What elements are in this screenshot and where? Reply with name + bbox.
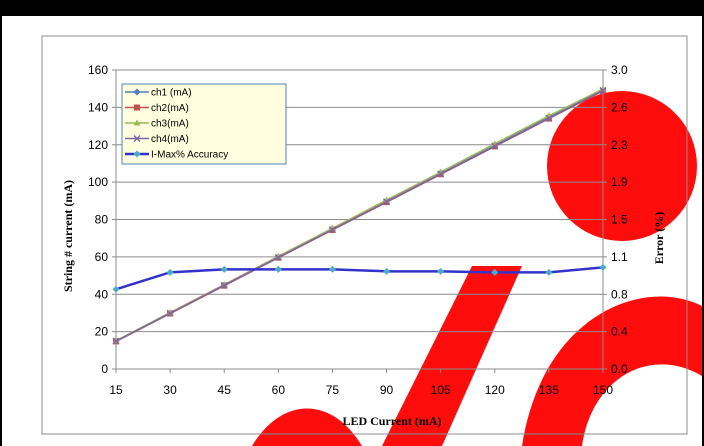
y2-tick-label: 1.1	[611, 250, 628, 264]
x-tick-label: 60	[272, 383, 286, 397]
x-tick-label: 150	[593, 383, 613, 397]
y2-axis-title: Error (%)	[652, 212, 666, 265]
y-tick-label: 0	[101, 362, 108, 376]
data-point	[383, 267, 391, 275]
series-ch4-ma-	[112, 86, 607, 345]
x-axis-title: LED Current (mA)	[342, 414, 441, 428]
data-point	[133, 150, 141, 158]
data-point	[328, 265, 336, 273]
y-tick-label: 100	[88, 175, 108, 189]
data-point	[437, 170, 445, 178]
legend-entry: ch3(mA)	[125, 119, 189, 130]
data-point	[112, 337, 120, 345]
data-point	[112, 285, 120, 293]
series-i-max-accuracy	[112, 263, 607, 293]
legend-entry: I-Max% Accuracy	[125, 150, 228, 161]
x-tick-label: 90	[380, 383, 394, 397]
data-point	[599, 86, 607, 94]
data-point	[133, 135, 141, 142]
legend-entry: ch4(mA)	[125, 134, 189, 145]
y2-tick-label: 0.0	[611, 362, 628, 376]
chart-area-border	[41, 35, 688, 435]
data-point-stroke	[166, 309, 174, 317]
legend-box	[121, 83, 287, 165]
data-point-stroke	[328, 226, 336, 234]
data-point	[220, 265, 228, 273]
data-point-stroke	[383, 198, 391, 206]
y2-tick-label: 1.5	[611, 213, 628, 227]
data-point-stroke	[274, 253, 282, 261]
legend-label: ch3(mA)	[151, 119, 189, 130]
x-tick-label: 105	[431, 383, 451, 397]
x-tick-label: 30	[163, 383, 177, 397]
watermark-shape	[252, 408, 362, 446]
data-point-stroke	[133, 135, 141, 142]
y2-tick-label: 0.8	[611, 287, 628, 301]
data-point-stroke	[491, 142, 499, 150]
data-point	[133, 119, 141, 126]
x-tick-label: 15	[109, 383, 123, 397]
legend-label: I-Max% Accuracy	[151, 150, 228, 161]
watermark-shape	[547, 91, 697, 241]
data-point-stroke	[220, 281, 228, 289]
y-axis-title: String # current (mA)	[61, 180, 75, 292]
y-tick-label: 80	[95, 213, 109, 227]
watermark-shape	[522, 296, 702, 446]
y2-tick-label: 0.4	[611, 325, 628, 339]
data-point	[545, 114, 553, 122]
y2-tick-label: 1.9	[611, 175, 628, 189]
y-tick-label: 40	[95, 287, 109, 301]
legend-entry: ch1 (mA)	[125, 88, 192, 99]
watermark	[252, 91, 702, 446]
data-point	[599, 85, 607, 92]
y2-tick-label: 2.3	[611, 138, 628, 152]
y-tick-label: 20	[95, 325, 109, 339]
data-point	[134, 104, 140, 111]
data-point	[491, 268, 499, 276]
y-tick-label: 60	[95, 250, 109, 264]
data-point	[274, 265, 282, 273]
y2-tick-label: 3.0	[611, 63, 628, 77]
chart-svg: 0 20 40 60 80 100 120 140 160 0.0 0.4 0.8 1.1 1.5 1.9 2…	[41, 35, 702, 446]
x-tick-label: 45	[218, 383, 232, 397]
data-point	[491, 142, 499, 150]
y-tick-label: 120	[88, 138, 108, 152]
y-tick-label: 140	[88, 100, 108, 114]
data-point	[220, 281, 228, 289]
axes	[112, 69, 607, 373]
chart-frame: 0 20 40 60 80 100 120 140 160 0.0 0.4 0.8 1.1 1.5 1.9 2…	[2, 16, 702, 446]
data-point-stroke	[545, 114, 553, 122]
data-point	[166, 268, 174, 276]
data-point	[274, 253, 282, 261]
data-point	[599, 263, 607, 271]
data-point	[166, 309, 174, 317]
legend-entry: ch2(mA)	[125, 103, 189, 114]
data-point	[545, 268, 553, 276]
data-point-stroke	[112, 337, 120, 345]
x-tick-label: 120	[485, 383, 505, 397]
series-group	[112, 85, 607, 345]
data-point-stroke	[599, 86, 607, 94]
legend-label: ch2(mA)	[151, 103, 189, 114]
data-point	[437, 267, 445, 275]
series-line	[115, 266, 604, 291]
x-tick-label: 135	[539, 383, 559, 397]
legend: ch1 (mA) ch2(mA) ch3(mA) ch4(mA) I-Max% Accu…	[121, 83, 287, 165]
data-point-stroke	[437, 170, 445, 178]
legend-label: ch1 (mA)	[151, 88, 192, 99]
watermark-shape	[382, 266, 522, 446]
legend-label: ch4(mA)	[151, 134, 189, 145]
y-tick-label: 160	[88, 63, 108, 77]
data-point	[328, 226, 336, 234]
tick-labels: 0 20 40 60 80 100 120 140 160 0.0 0.4 0.8 1.1 1.5 1.9 2…	[88, 63, 628, 397]
x-tick-label: 75	[326, 383, 340, 397]
series-line	[115, 89, 604, 342]
data-point	[133, 88, 141, 96]
data-point	[383, 198, 391, 206]
y2-tick-label: 2.6	[611, 100, 628, 114]
